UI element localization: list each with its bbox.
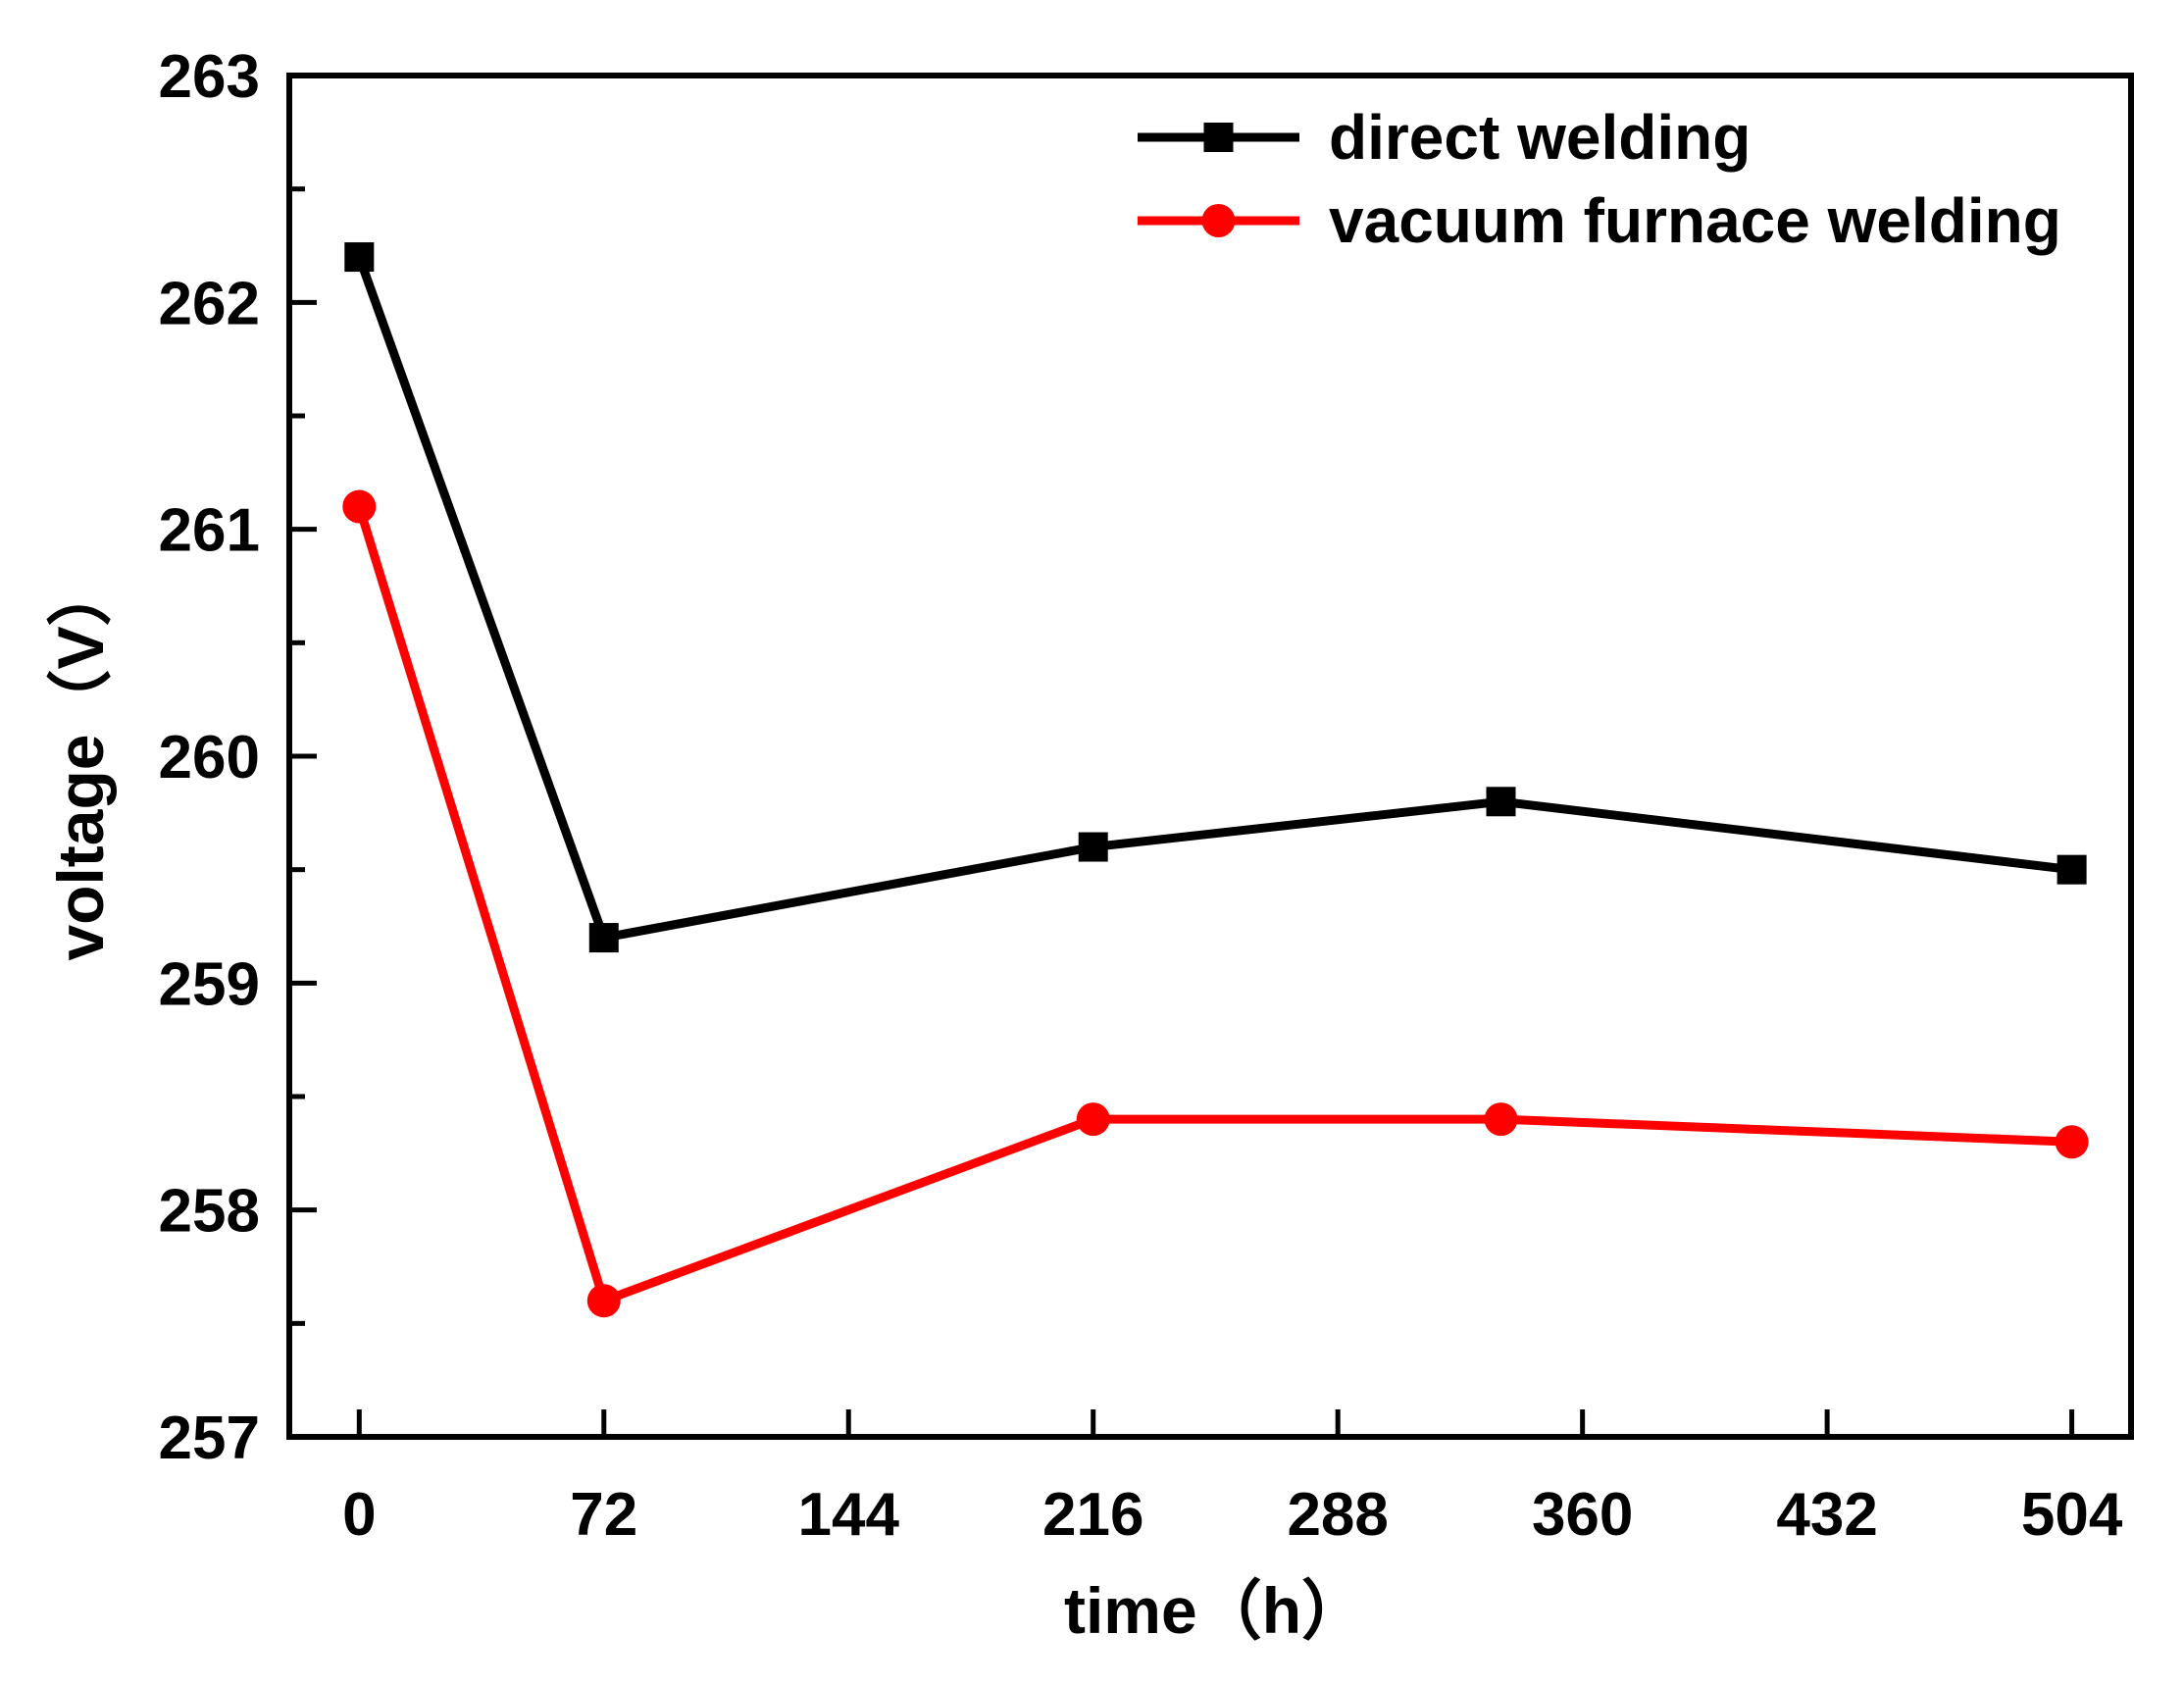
data-point-marker (1078, 832, 1108, 862)
y-axis-title: voltage（V） (44, 561, 117, 960)
x-tick-label: 360 (1532, 1481, 1633, 1549)
labels-layer: 0 72 144 216 288 360 432 504 257 258 259 260 261 262 2… (44, 43, 2123, 1647)
series-layer (342, 242, 2089, 1318)
y-tick-label: 263 (159, 43, 260, 111)
y-tick-label: 258 (159, 1178, 260, 1246)
x-tick-label: 144 (798, 1481, 900, 1549)
y-tick-label: 257 (159, 1405, 260, 1472)
series-line-0 (355, 255, 2073, 944)
data-point-marker (1076, 1102, 1110, 1137)
x-tick-label: 432 (1776, 1481, 1877, 1549)
legend-label-0: direct welding (1329, 102, 1751, 173)
data-point-marker (344, 242, 375, 273)
y-tick-label: 262 (159, 270, 260, 337)
x-tick-label: 504 (2021, 1481, 2123, 1549)
x-tick-label: 0 (342, 1481, 376, 1549)
legend: direct welding vacuum furnace welding (1138, 102, 2061, 256)
series-line-1 (355, 505, 2072, 1307)
plot-frame (286, 73, 2134, 1440)
legend-marker-0 (1203, 123, 1234, 152)
data-point-marker (2055, 1125, 2089, 1159)
y-tick-label: 259 (159, 950, 260, 1018)
x-axis-title: time（h） (1064, 1574, 1366, 1647)
x-tick-label: 288 (1287, 1481, 1388, 1549)
data-point-marker (586, 1284, 621, 1318)
data-point-marker (1486, 787, 1516, 817)
data-point-marker (2057, 854, 2087, 885)
y-tick-label: 260 (159, 724, 260, 792)
ticks-layer (289, 73, 2075, 1440)
x-tick-label: 216 (1042, 1481, 1143, 1549)
data-point-marker (1484, 1102, 1518, 1137)
data-point-marker (588, 923, 619, 953)
y-tick-label: 261 (159, 497, 260, 565)
legend-label-1: vacuum furnace welding (1329, 185, 2061, 256)
data-point-marker (342, 489, 377, 524)
legend-marker-1 (1201, 204, 1236, 237)
x-tick-label: 72 (570, 1481, 637, 1549)
